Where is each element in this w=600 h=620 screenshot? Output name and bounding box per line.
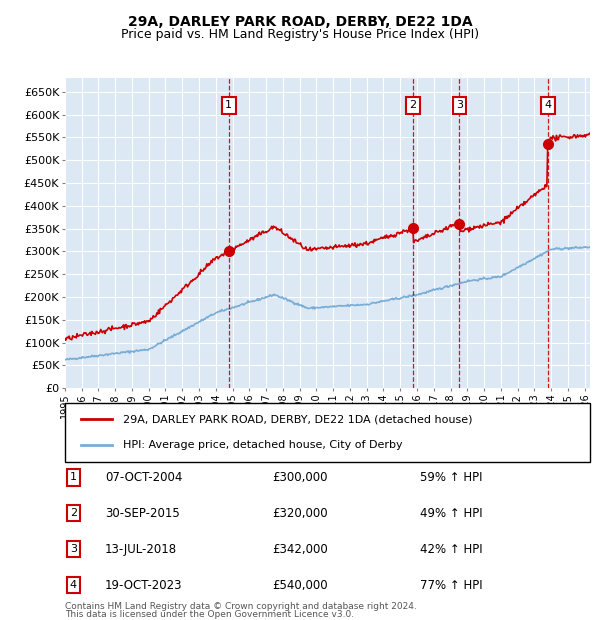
Text: 13-JUL-2018: 13-JUL-2018 (105, 543, 177, 556)
Text: £540,000: £540,000 (272, 579, 328, 591)
Text: 30-SEP-2015: 30-SEP-2015 (105, 507, 180, 520)
Text: 77% ↑ HPI: 77% ↑ HPI (420, 579, 482, 591)
Text: £300,000: £300,000 (272, 471, 328, 484)
Text: 29A, DARLEY PARK ROAD, DERBY, DE22 1DA (detached house): 29A, DARLEY PARK ROAD, DERBY, DE22 1DA (… (122, 415, 472, 425)
Text: 2: 2 (409, 100, 416, 110)
Text: 4: 4 (544, 100, 551, 110)
Text: Price paid vs. HM Land Registry's House Price Index (HPI): Price paid vs. HM Land Registry's House … (121, 28, 479, 41)
FancyBboxPatch shape (65, 403, 590, 462)
Text: 4: 4 (70, 580, 77, 590)
Text: Contains HM Land Registry data © Crown copyright and database right 2024.: Contains HM Land Registry data © Crown c… (65, 602, 416, 611)
Text: £342,000: £342,000 (272, 543, 328, 556)
Text: 1: 1 (70, 472, 77, 482)
Text: 49% ↑ HPI: 49% ↑ HPI (420, 507, 482, 520)
Text: 19-OCT-2023: 19-OCT-2023 (105, 579, 182, 591)
Text: 59% ↑ HPI: 59% ↑ HPI (420, 471, 482, 484)
Text: This data is licensed under the Open Government Licence v3.0.: This data is licensed under the Open Gov… (65, 610, 354, 619)
Text: 07-OCT-2004: 07-OCT-2004 (105, 471, 182, 484)
Text: HPI: Average price, detached house, City of Derby: HPI: Average price, detached house, City… (122, 440, 402, 450)
Text: 3: 3 (456, 100, 463, 110)
Text: £320,000: £320,000 (272, 507, 328, 520)
Text: 29A, DARLEY PARK ROAD, DERBY, DE22 1DA: 29A, DARLEY PARK ROAD, DERBY, DE22 1DA (128, 16, 472, 30)
Text: 2: 2 (70, 508, 77, 518)
Text: 1: 1 (225, 100, 232, 110)
Text: 42% ↑ HPI: 42% ↑ HPI (420, 543, 482, 556)
Text: 3: 3 (70, 544, 77, 554)
